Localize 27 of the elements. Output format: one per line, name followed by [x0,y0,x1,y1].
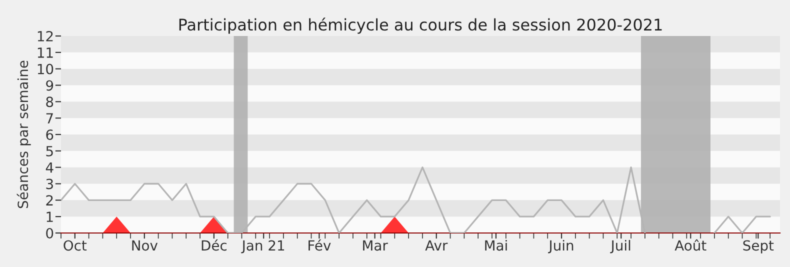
y-tick-label: 9 [46,80,54,91]
y-tick-label: 2 [46,195,53,206]
y-tick-label: 6 [46,129,54,140]
x-tick-label: Août [674,239,706,251]
x-tick-label: Déc [202,239,227,251]
x-tick-label: Juin [548,240,574,254]
x-tick-label: Mai [485,240,507,251]
x-tick-label: Sept [743,240,774,254]
y-tick-label: 3 [46,178,53,190]
chart-title: Participation en hémicycle au cours de la session 2020-2021 [179,18,662,34]
x-tick-label: Nov [132,240,158,251]
x-tick-label: Avr [425,240,448,250]
x-tick-label: Oct [64,240,87,251]
y-axis-title: Séances par semaine [16,60,31,208]
y-tick-label: 10 [38,64,54,74]
y-tick-label: 8 [46,96,54,108]
y-tick-label: 5 [46,146,53,156]
y-tick-label: 12 [38,30,53,42]
x-tick-label: Jan 21 [241,240,284,254]
x-tick-label: Mar [363,240,388,251]
y-tick-label: 7 [46,113,53,124]
y-tick-label: 0 [46,228,54,238]
y-tick-label: 4 [46,162,54,173]
x-tick-label: Juil [610,240,630,254]
y-tick-label: 11 [38,48,53,58]
x-tick-label: Fév [308,239,331,251]
y-tick-label: 1 [46,212,53,222]
